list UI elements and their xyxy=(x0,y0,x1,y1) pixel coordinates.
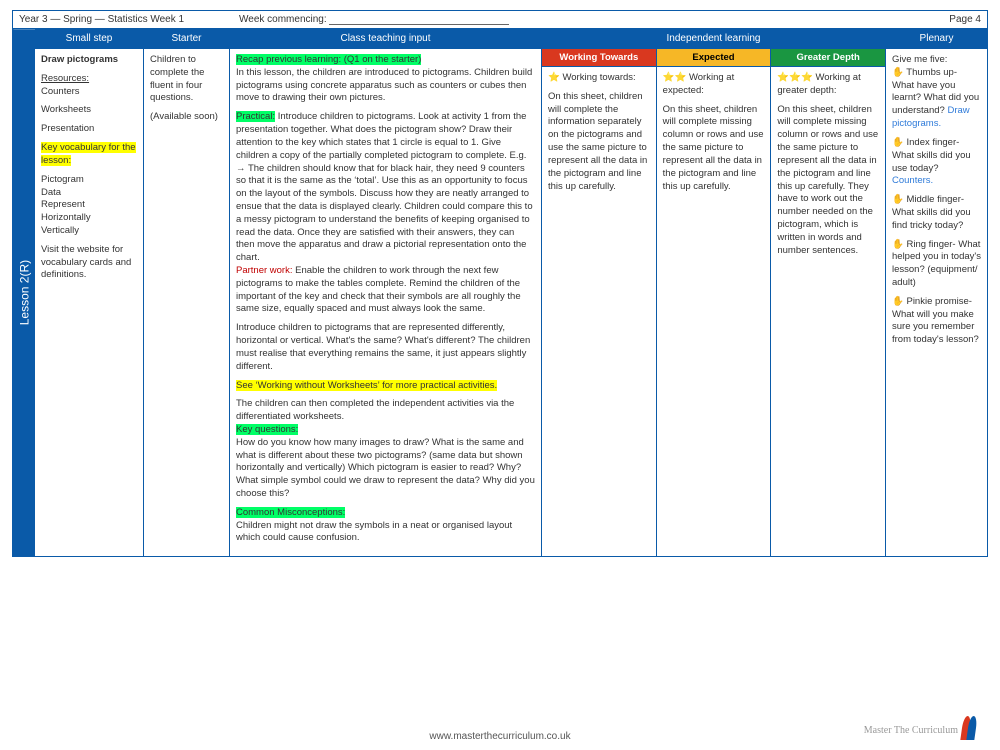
th-independent: Independent learning xyxy=(542,29,885,49)
partner-label: Partner work: xyxy=(236,265,293,276)
hand-icon: ✋ xyxy=(892,239,904,250)
subcol-exp: Expected ⭐⭐ Working at expected: On this… xyxy=(656,49,771,556)
main-grid: Lesson 2(R) Small step Draw pictograms R… xyxy=(13,29,987,556)
star-icon: ⭐⭐ xyxy=(663,72,687,83)
input-p7: Children might not draw the symbols in a… xyxy=(236,520,535,546)
wt-text: On this sheet, children will complete th… xyxy=(548,91,650,194)
page-number: Page 4 xyxy=(901,14,981,25)
plenary-index-ans: Counters. xyxy=(892,175,933,186)
brand-logo: Master The Curriculum xyxy=(864,716,980,744)
hand-icon: ✋ xyxy=(892,296,904,307)
input-p1: In this lesson, the children are introdu… xyxy=(236,67,535,105)
logo-text: Master The Curriculum xyxy=(864,725,958,736)
th-small-step: Small step xyxy=(35,29,143,49)
lesson-plan-table: Year 3 — Spring — Statistics Week 1 Week… xyxy=(12,10,988,557)
vocab-label: Key vocabulary for the lesson: xyxy=(41,142,136,166)
resource-1: Counters xyxy=(41,86,80,97)
vocab-list: Pictogram Data Represent Horizontally Ve… xyxy=(41,174,137,238)
subcol-gd: Greater Depth ⭐⭐⭐ Working at greater dep… xyxy=(770,49,885,556)
th-exp: Expected xyxy=(657,49,771,67)
header-left: Year 3 — Spring — Statistics Week 1 xyxy=(19,14,239,25)
lesson-title: Draw pictograms xyxy=(41,54,137,67)
logo-swoosh-icon xyxy=(962,716,980,744)
hand-icon: ✋ xyxy=(892,67,904,78)
subcol-wt: Working Towards ⭐ Working towards: On th… xyxy=(542,49,656,556)
th-wt: Working Towards xyxy=(542,49,656,67)
col-plenary: Plenary Give me five: ✋ Thumbs up- What … xyxy=(885,29,987,556)
footer-url: www.masterthecurriculum.co.uk xyxy=(0,731,1000,742)
cell-small-step: Draw pictograms Resources: Counters Work… xyxy=(35,49,143,556)
cell-starter: Children to complete the fluent in four … xyxy=(144,49,229,556)
cell-input: Recap previous learning: (Q1 on the star… xyxy=(230,49,541,556)
cell-gd: ⭐⭐⭐ Working at greater depth: On this sh… xyxy=(771,67,885,556)
input-p5: The children can then completed the inde… xyxy=(236,398,514,422)
hand-icon: ✋ xyxy=(892,137,904,148)
plenary-index: Index finger- What skills did you use to… xyxy=(892,137,971,174)
th-gd: Greater Depth xyxy=(771,49,885,67)
cell-exp: ⭐⭐ Working at expected: On this sheet, c… xyxy=(657,67,771,556)
star-icon: ⭐⭐⭐ xyxy=(777,72,813,83)
resource-2: Worksheets xyxy=(41,104,137,117)
col-small-step: Small step Draw pictograms Resources: Co… xyxy=(35,29,143,556)
col-input: Class teaching input Recap previous lear… xyxy=(229,29,541,556)
col-independent: Independent learning Working Towards ⭐ W… xyxy=(541,29,885,556)
recap-label: Recap previous learning: (Q1 on the star… xyxy=(236,54,421,65)
th-starter: Starter xyxy=(144,29,229,49)
practical-label: Practical: xyxy=(236,111,275,122)
exp-text: On this sheet, children will complete mi… xyxy=(663,104,765,194)
resources-label: Resources: xyxy=(41,73,89,84)
starter-avail: (Available soon) xyxy=(150,111,223,124)
input-p2: Introduce children to pictograms. Look a… xyxy=(236,111,533,263)
plenary-title: Give me five: xyxy=(892,54,947,65)
wws-label: See ‘Working without Worksheets’ for mor… xyxy=(236,380,497,391)
wt-label: Working towards: xyxy=(560,72,636,83)
header-mid: Week commencing: xyxy=(239,14,901,25)
input-p6: How do you know how many images to draw?… xyxy=(236,437,535,501)
visit-website: Visit the website for vocabulary cards a… xyxy=(41,244,137,282)
plenary-pinkie: Pinkie promise- What will you make sure … xyxy=(892,296,979,345)
week-commencing-blank xyxy=(329,15,509,25)
kq-label: Key questions: xyxy=(236,424,298,435)
week-commencing-label: Week commencing: xyxy=(239,14,327,25)
cell-wt: ⭐ Working towards: On this sheet, childr… xyxy=(542,67,656,556)
plenary-middle: Middle finger- What skills did you find … xyxy=(892,194,971,231)
cell-plenary: Give me five: ✋ Thumbs up- What have you… xyxy=(886,49,987,556)
input-p4: Introduce children to pictograms that ar… xyxy=(236,322,535,373)
th-plenary: Plenary xyxy=(886,29,987,49)
star-icon: ⭐ xyxy=(548,72,560,83)
plenary-ring: Ring finger- What helped you in today's … xyxy=(892,239,981,288)
page-header: Year 3 — Spring — Statistics Week 1 Week… xyxy=(13,11,987,29)
cm-label: Common Misconceptions: xyxy=(236,507,345,518)
resource-3: Presentation xyxy=(41,123,137,136)
lesson-tab: Lesson 2(R) xyxy=(13,29,35,556)
gd-text: On this sheet, children will complete mi… xyxy=(777,104,879,258)
starter-text: Children to complete the fluent in four … xyxy=(150,54,223,105)
col-starter: Starter Children to complete the fluent … xyxy=(143,29,229,556)
hand-icon: ✋ xyxy=(892,194,904,205)
th-input: Class teaching input xyxy=(230,29,541,49)
